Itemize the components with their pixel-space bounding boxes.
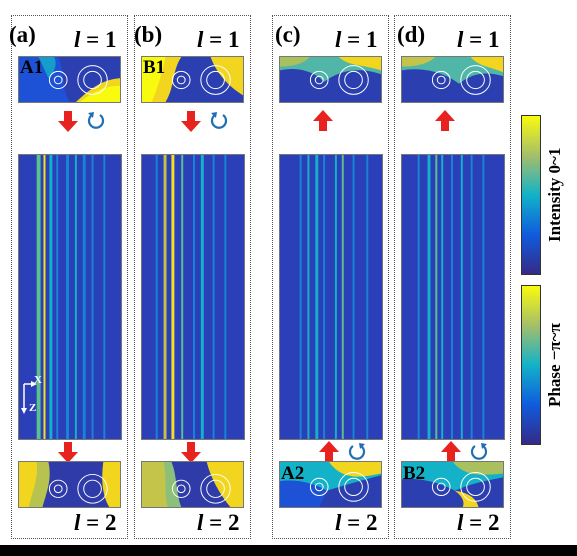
panel-c: (c) l = 1 — [272, 15, 389, 539]
intensity-stripe — [460, 155, 463, 439]
intensity-stripes — [280, 155, 382, 439]
intensity-stripe — [163, 155, 167, 439]
intensity-stripe — [74, 155, 77, 439]
propagation-intensity-a — [18, 154, 122, 440]
intensity-stripe — [171, 155, 175, 439]
panel-label-d: (d) — [397, 22, 426, 47]
input-tag-b: B1 — [143, 57, 166, 78]
intensity-stripe — [435, 155, 438, 439]
bottom-l-label-c: l = 2 — [335, 510, 378, 535]
output-phase-map-b — [141, 461, 244, 508]
intensity-stripe — [441, 155, 444, 439]
intensity-stripe — [91, 155, 94, 439]
intensity-stripe — [224, 155, 227, 439]
intensity-stripe — [49, 155, 53, 439]
intensity-stripe — [181, 155, 184, 439]
bottom-l-label-a: l = 2 — [74, 510, 117, 535]
up-arrow-icon — [319, 441, 339, 462]
output-tag-d: B2 — [403, 463, 426, 484]
bottom-border — [0, 545, 577, 556]
intensity-stripe — [366, 155, 369, 439]
intensity-stripes — [142, 155, 244, 439]
down-arrow-icon — [58, 442, 78, 463]
intensity-stripe — [103, 155, 106, 439]
intensity-colorbar-label: Intensity 0~1 — [545, 147, 564, 243]
panel-b: (b) l = 1 B1 — [134, 15, 251, 539]
phase-colorbar — [521, 285, 541, 445]
top-l-label-d: l = 1 — [457, 27, 500, 52]
long-axes-a: X Z — [20, 366, 50, 416]
panel-label-b: (b) — [134, 22, 163, 47]
top-l-label-a: l = 1 — [74, 27, 117, 52]
intensity-stripes — [19, 155, 121, 439]
panel-label-c: (c) — [275, 22, 301, 47]
propagation-intensity-b — [141, 154, 245, 440]
bottom-l-label-d: l = 2 — [457, 510, 500, 535]
output-phase-map-a — [18, 461, 121, 508]
up-arrow-icon — [313, 110, 333, 131]
down-arrow-icon — [181, 442, 201, 463]
intensity-stripe — [334, 155, 337, 439]
input-phase-map-c: A2 — [279, 461, 382, 508]
intensity-stripe — [155, 155, 158, 439]
panel-d: (d) l = 1 — [394, 15, 511, 539]
input-phase-map-d: B2 — [401, 461, 504, 508]
bottom-l-label-b: l = 2 — [197, 510, 240, 535]
panel-a: (a) l = 1 A1 X Z — [9, 15, 128, 539]
clockwise-rotation-icon — [348, 443, 366, 460]
up-arrow-icon — [435, 110, 455, 131]
propagation-intensity-d — [401, 154, 505, 440]
top-l-label-b: l = 1 — [197, 27, 240, 52]
up-arrow-icon — [441, 441, 461, 462]
intensity-stripe — [56, 155, 59, 439]
intensity-stripe — [82, 155, 86, 439]
intensity-stripe — [299, 155, 302, 439]
intensity-stripe — [212, 155, 215, 439]
propagation-intensity-c — [279, 154, 383, 440]
intensity-stripe — [470, 155, 473, 439]
intensity-stripe — [427, 155, 431, 439]
intensity-stripe — [193, 155, 195, 439]
output-phase-map-d — [401, 56, 504, 103]
intensity-colorbar — [521, 115, 541, 275]
intensity-stripe — [417, 155, 420, 439]
panel-label-a: (a) — [9, 22, 36, 47]
down-arrow-icon — [181, 111, 201, 132]
input-tag-a: A1 — [20, 57, 44, 78]
intensity-stripe — [315, 155, 319, 439]
intensity-stripe — [66, 155, 70, 439]
intensity-stripe — [200, 155, 204, 439]
counterclockwise-rotation-icon — [210, 112, 228, 129]
intensity-stripe — [482, 155, 485, 439]
input-phase-map-b: B1 — [141, 56, 244, 103]
top-l-label-c: l = 1 — [335, 27, 378, 52]
output-tag-c: A2 — [281, 463, 305, 484]
intensity-background — [280, 155, 382, 439]
clockwise-rotation-icon — [470, 443, 488, 460]
intensity-stripe — [307, 155, 310, 439]
intensity-stripe — [36, 155, 41, 439]
counterclockwise-rotation-icon — [87, 112, 105, 129]
intensity-stripe — [323, 155, 326, 439]
input-phase-map-a: A1 — [18, 56, 121, 103]
intensity-stripe — [451, 155, 453, 439]
intensity-stripe — [341, 155, 344, 439]
phase-colorbar-label: Phase −π~π — [545, 323, 564, 407]
intensity-stripes — [402, 155, 504, 439]
intensity-stripe — [352, 155, 355, 439]
down-arrow-icon — [58, 111, 78, 132]
intensity-stripe — [43, 155, 46, 439]
output-phase-map-c — [279, 56, 382, 103]
